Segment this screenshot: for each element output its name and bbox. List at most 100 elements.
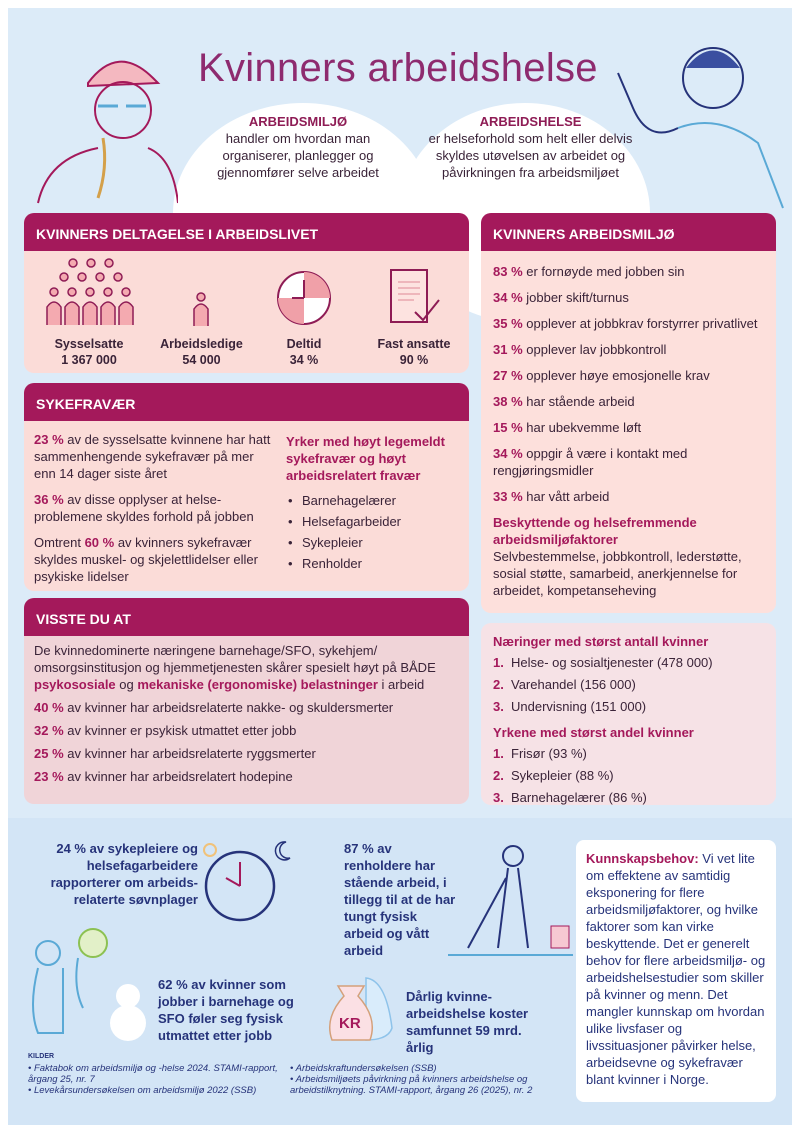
stat-arbeidsledige: Arbeidsledige 54 000 [149, 336, 254, 368]
fact-cleaners: 87 % av renholdere har stående arbeid, i… [344, 841, 456, 958]
text: opplever at jobbkrav forstyrrer privatli… [522, 316, 758, 331]
occupation-share-item: 3. Barnehagelærer (86 %) [493, 790, 647, 805]
environment-item: 34 % jobber skift/turnus [493, 289, 773, 306]
sickleave-item: 23 % av de sysselsatte kvinnene har hatt… [34, 431, 274, 482]
occupations-share-heading: Yrkene med størst andel kvinner [493, 725, 694, 740]
environment-item: 31 % opplever lav jobbkontroll [493, 341, 773, 358]
text: jobber skift/turnus [522, 290, 629, 305]
stat-sysselsatte: Sysselsatte 1 367 000 [44, 336, 134, 368]
knowledge-text: Vi vet lite om effektene av samtidig eks… [586, 851, 766, 1087]
cleaner-mopping-illustration [448, 845, 573, 956]
sickleave-item: 36 % av disse opplyser at helse-probleme… [34, 491, 274, 525]
text: Levekårsundersøkelsen om arbeidsmiljø 20… [33, 1085, 257, 1096]
woman-with-helmet-illustration [37, 60, 178, 204]
occupations-block: Yrker med høyt legemeldt sykefravær og h… [286, 433, 461, 574]
person-icon [193, 292, 209, 326]
text: Varehandel (156 000) [511, 677, 636, 692]
panel-heading: KVINNERS DELTAGELSE I ARBEIDSLIVET [24, 213, 469, 251]
percent: 38 % [493, 394, 523, 409]
stat-fast-ansatte: Fast ansatte 90 % [364, 336, 464, 368]
definition-heading: ARBEIDSHELSE [479, 114, 582, 129]
text: De kvinnedominerte næringene barnehage/S… [34, 643, 436, 675]
percent: 83 % [493, 264, 523, 279]
text: oppgir å være i kontakt med rengjøringsm… [493, 446, 688, 478]
source-item: • Arbeidskraftundersøkelsen (SSB) [290, 1063, 437, 1074]
protective-text: Selvbestemmelse, jobbkontroll, lederstøt… [493, 549, 742, 598]
occupation-item: Sykepleier [286, 532, 461, 553]
occupation-share-item: 1. Frisør (93 %) [493, 746, 587, 761]
panel-heading: KVINNERS ARBEIDSMILJØ [481, 213, 776, 251]
text: i arbeid [377, 677, 425, 692]
environment-item: 34 % oppgir å være i kontakt med rengjør… [493, 445, 773, 479]
panel-heading: SYKEFRAVÆR [24, 383, 469, 421]
stat-value: 54 000 [182, 353, 221, 367]
fact-sleep: 24 % av sykepleiere og helsefagarbeidere… [50, 841, 198, 907]
percent: 25 % [34, 746, 64, 761]
text: Frisør (93 %) [511, 746, 587, 761]
didyouknow-item: 25 % av kvinner har arbeidsrelaterte ryg… [34, 745, 462, 762]
clock-icon [277, 271, 331, 325]
environment-item: 27 % opplever høye emosjonelle krav [493, 367, 773, 384]
participation-panel: KVINNERS DELTAGELSE I ARBEIDSLIVET Sysse… [24, 213, 469, 373]
environment-item: 35 % opplever at jobbkrav forstyrrer pri… [493, 315, 773, 332]
industry-item: 1. Helse- og sosialtjenester (478 000) [493, 655, 713, 670]
text: av kvinners sykefravær skyldes muskel- o… [34, 535, 258, 584]
source-item: • Arbeidsmiljøets påvirkning på kvinners… [290, 1074, 533, 1096]
text: Faktabok om arbeidsmiljø og -helse 2024.… [28, 1063, 278, 1085]
text: mekaniske (ergonomiske) belastninger [137, 677, 378, 692]
percent: 27 % [493, 368, 523, 383]
didyouknow-item: 40 % av kvinner har arbeidsrelaterte nak… [34, 699, 462, 716]
sickleave-stats: 23 % av de sysselsatte kvinnene har hatt… [34, 431, 274, 585]
didyouknow-content: De kvinnedominerte næringene barnehage/S… [34, 642, 462, 785]
percent: 60 % [84, 535, 115, 550]
environment-item: 83 % er fornøyde med jobben sin [493, 263, 773, 280]
environment-item: 15 % har ubekvemme løft [493, 419, 773, 436]
didyouknow-item: 23 % av kvinner har arbeidsrelatert hode… [34, 768, 462, 785]
percent: 32 % [34, 723, 64, 738]
clock-sun-moon-icon [203, 841, 291, 922]
percent: 34 % [493, 446, 523, 461]
percent: 31 % [493, 342, 523, 357]
waving-woman-illustration [617, 47, 784, 209]
occupation-item: Helsefagarbeider [286, 511, 461, 532]
text: av disse opplyser at helse-problemene sk… [34, 492, 254, 524]
children-in-winter-illustration [32, 928, 146, 1041]
text: Sykepleier (88 %) [511, 768, 614, 783]
sources: KILDER • Faktabok om arbeidsmiljø og -he… [28, 1053, 568, 1096]
environment-item: 38 % har stående arbeid [493, 393, 773, 410]
text: opplever lav jobbkontroll [522, 342, 667, 357]
percent: 15 % [493, 420, 523, 435]
text: Helse- og sosialtjenester (478 000) [511, 655, 713, 670]
knowledge-box: Kunnskapsbehov: Vi vet lite om effektene… [576, 840, 776, 1102]
occupation-item: Barnehagelærer [286, 490, 461, 511]
text: Arbeidsmiljøets påvirkning på kvinners a… [290, 1074, 533, 1096]
stat-label: Deltid [286, 337, 322, 351]
panel-heading: VISSTE DU AT [24, 598, 469, 636]
industries-heading: Næringer med størst antall kvinner [493, 634, 709, 649]
money-bags-icon [329, 977, 393, 1041]
stat-label: Sysselsatte [54, 337, 124, 351]
contract-icon [390, 269, 440, 323]
text: av kvinner er psykisk utmattet etter job… [63, 723, 297, 738]
sources-col-1: • Faktabok om arbeidsmiljø og -helse 202… [28, 1063, 278, 1096]
text: av de sysselsatte kvinnene har hatt samm… [34, 432, 271, 481]
industry-item: 2. Varehandel (156 000) [493, 677, 636, 692]
text: Omtrent [34, 535, 85, 550]
industry-item: 3. Undervisning (151 000) [493, 699, 647, 714]
occupation-share-item: 2. Sykepleier (88 %) [493, 768, 614, 783]
source-item: • Levekårsundersøkelsen om arbeidsmiljø … [28, 1085, 257, 1096]
percent: 23 % [34, 769, 64, 784]
money-bag-label: KR [339, 1015, 361, 1032]
occupations-heading: Yrker med høyt legemeldt sykefravær og h… [286, 434, 445, 483]
environment-list: 83 % er fornøyde med jobben sin 34 % jobb… [493, 263, 773, 599]
environment-item: 33 % har vått arbeid [493, 488, 773, 505]
people-group-icon [46, 258, 134, 325]
text: Undervisning (151 000) [511, 699, 647, 714]
text: opplever høye emosjonelle krav [522, 368, 710, 383]
stat-value: 1 367 000 [61, 353, 117, 367]
percent: 23 % [34, 432, 64, 447]
sources-heading: KILDER [28, 1053, 55, 1060]
definition-arbeidsmiljo: ARBEIDSMILJØ handler om hvordan man orga… [193, 113, 403, 181]
stat-label: Arbeidsledige [160, 337, 243, 351]
source-item: • Faktabok om arbeidsmiljø og -helse 202… [28, 1063, 278, 1085]
